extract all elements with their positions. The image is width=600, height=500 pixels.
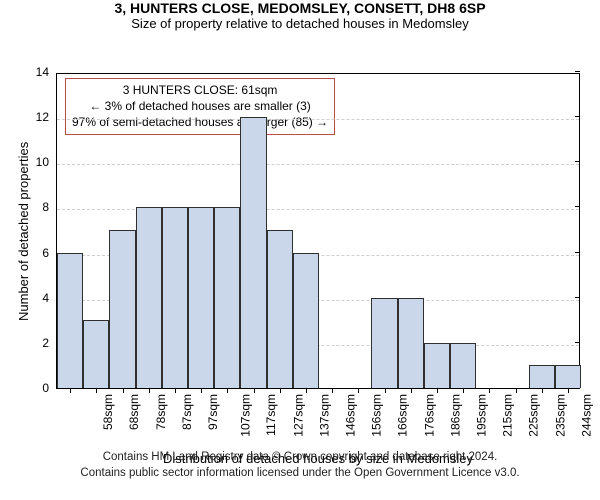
ytick-label: 6 bbox=[42, 246, 57, 260]
ytick-mark bbox=[575, 252, 580, 253]
xtick-label: 137sqm bbox=[317, 394, 331, 437]
ytick-label: 12 bbox=[36, 110, 57, 124]
bar bbox=[162, 207, 188, 388]
xtick-label: 166sqm bbox=[396, 394, 410, 437]
xtick-mark bbox=[542, 388, 543, 393]
xtick-mark bbox=[123, 388, 124, 393]
xtick-label: 195sqm bbox=[475, 394, 489, 437]
ytick-mark bbox=[575, 206, 580, 207]
xtick-mark bbox=[227, 388, 228, 393]
xtick-mark bbox=[149, 388, 150, 393]
bar bbox=[450, 343, 476, 388]
xtick-mark bbox=[385, 388, 386, 393]
xtick-label: 215sqm bbox=[501, 394, 515, 437]
ytick-label: 8 bbox=[42, 200, 57, 214]
ytick-label: 2 bbox=[42, 336, 57, 350]
xtick-label: 97sqm bbox=[206, 394, 220, 430]
xtick-mark bbox=[96, 388, 97, 393]
callout-box: 3 HUNTERS CLOSE: 61sqm ← 3% of detached … bbox=[65, 78, 335, 135]
bar bbox=[136, 207, 162, 388]
bar bbox=[371, 298, 397, 388]
footer-attribution: Contains HM Land Registry data © Crown c… bbox=[0, 450, 600, 481]
xtick-label: 186sqm bbox=[448, 394, 462, 437]
xtick-label: 78sqm bbox=[154, 394, 168, 430]
chart-title: 3, HUNTERS CLOSE, MEDOMSLEY, CONSETT, DH… bbox=[0, 0, 600, 16]
chart-subtitle: Size of property relative to detached ho… bbox=[0, 16, 600, 31]
bar bbox=[267, 230, 293, 388]
ytick-label: 0 bbox=[42, 381, 57, 395]
xtick-label: 107sqm bbox=[239, 394, 253, 437]
xtick-label: 68sqm bbox=[127, 394, 141, 430]
ytick-label: 10 bbox=[36, 155, 57, 169]
xtick-label: 176sqm bbox=[422, 394, 436, 437]
xtick-label: 117sqm bbox=[264, 394, 278, 436]
xtick-label: 127sqm bbox=[291, 394, 305, 437]
callout-line2: ← 3% of detached houses are smaller (3) bbox=[72, 98, 328, 114]
bar bbox=[83, 320, 109, 388]
xtick-label: 146sqm bbox=[344, 394, 358, 437]
xtick-mark bbox=[175, 388, 176, 393]
xtick-mark bbox=[358, 388, 359, 393]
bar bbox=[398, 298, 424, 388]
ytick-mark bbox=[575, 297, 580, 298]
xtick-mark bbox=[306, 388, 307, 393]
ytick-label: 14 bbox=[36, 65, 57, 79]
ytick-mark bbox=[575, 161, 580, 162]
xtick-label: 58sqm bbox=[101, 394, 115, 430]
xtick-label: 244sqm bbox=[579, 394, 593, 437]
footer-line2: Contains public sector information licen… bbox=[0, 466, 600, 482]
bar bbox=[555, 365, 581, 388]
xtick-mark bbox=[254, 388, 255, 393]
xtick-mark bbox=[280, 388, 281, 393]
xtick-mark bbox=[70, 388, 71, 393]
bar bbox=[188, 207, 214, 388]
ytick-mark bbox=[575, 342, 580, 343]
xtick-label: 235sqm bbox=[553, 394, 567, 437]
xtick-mark bbox=[568, 388, 569, 393]
bar bbox=[240, 117, 266, 388]
xtick-mark bbox=[463, 388, 464, 393]
xtick-label: 225sqm bbox=[527, 394, 541, 437]
xtick-mark bbox=[411, 388, 412, 393]
gridline bbox=[57, 119, 579, 120]
ytick-mark bbox=[575, 116, 580, 117]
bar bbox=[424, 343, 450, 388]
xtick-mark bbox=[201, 388, 202, 393]
bar bbox=[214, 207, 240, 388]
callout-line1: 3 HUNTERS CLOSE: 61sqm bbox=[72, 82, 328, 98]
footer-line1: Contains HM Land Registry data © Crown c… bbox=[0, 450, 600, 466]
bar bbox=[57, 253, 83, 388]
bar bbox=[293, 253, 319, 388]
ytick-mark bbox=[575, 71, 580, 72]
xtick-mark bbox=[437, 388, 438, 393]
xtick-label: 87sqm bbox=[180, 394, 194, 430]
ytick-label: 4 bbox=[42, 291, 57, 305]
plot-area: 3 HUNTERS CLOSE: 61sqm ← 3% of detached … bbox=[56, 73, 580, 389]
xtick-mark bbox=[489, 388, 490, 393]
xtick-label: 156sqm bbox=[370, 394, 384, 437]
xtick-mark bbox=[516, 388, 517, 393]
y-axis-label: Number of detached properties bbox=[16, 142, 31, 321]
callout-line3: 97% of semi-detached houses are larger (… bbox=[72, 114, 328, 130]
bar bbox=[529, 365, 555, 388]
bar bbox=[109, 230, 135, 388]
gridline bbox=[57, 164, 579, 165]
xtick-mark bbox=[332, 388, 333, 393]
